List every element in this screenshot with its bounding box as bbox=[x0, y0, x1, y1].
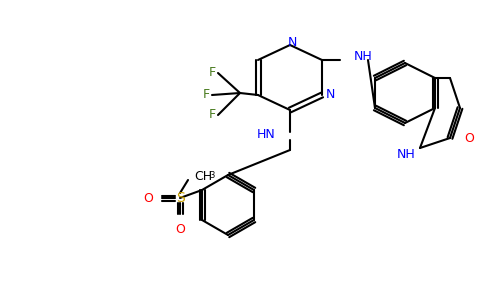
Text: NH: NH bbox=[397, 148, 416, 160]
Text: HN: HN bbox=[257, 128, 276, 142]
Text: S: S bbox=[176, 191, 184, 205]
Text: N: N bbox=[326, 88, 335, 101]
Text: N: N bbox=[287, 37, 297, 50]
Text: CH: CH bbox=[194, 169, 212, 182]
Text: NH: NH bbox=[354, 50, 373, 64]
Text: F: F bbox=[209, 67, 215, 80]
Text: O: O bbox=[464, 131, 474, 145]
Text: F: F bbox=[202, 88, 210, 101]
Text: 3: 3 bbox=[209, 171, 214, 180]
Text: F: F bbox=[209, 109, 215, 122]
Text: O: O bbox=[143, 191, 153, 205]
Text: O: O bbox=[175, 223, 185, 236]
